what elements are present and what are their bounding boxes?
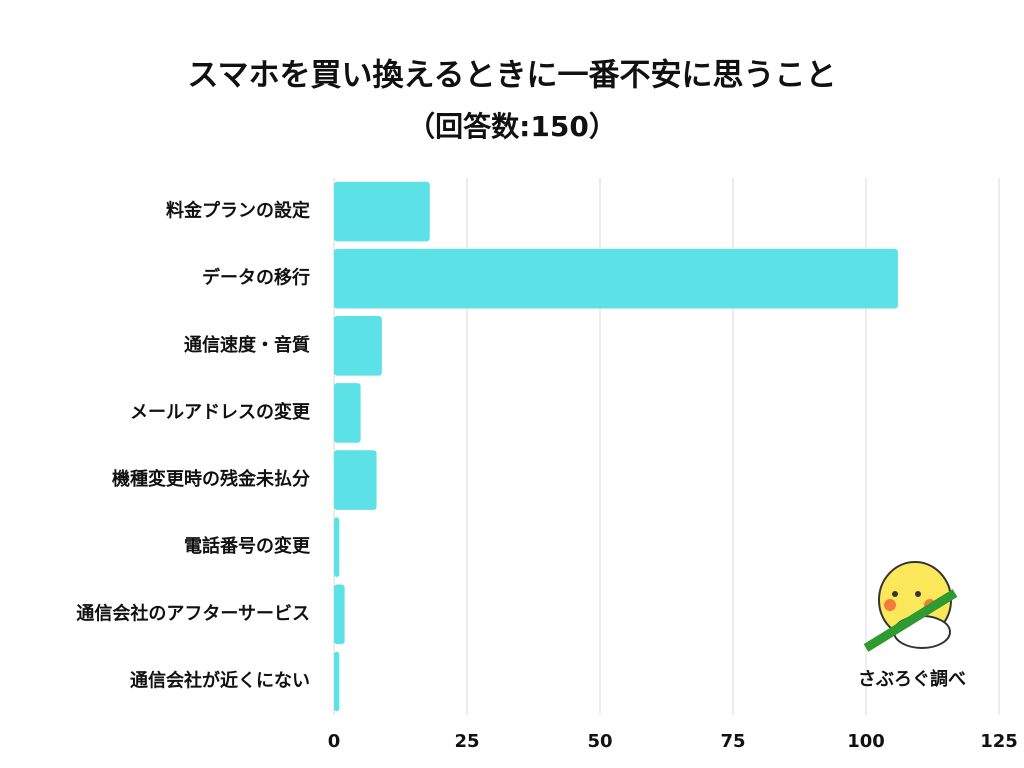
- bar: [334, 651, 340, 712]
- bar: [334, 450, 377, 510]
- mascot-pencil: [863, 589, 958, 652]
- x-tick-label: 50: [587, 731, 612, 752]
- x-tick-label: 125: [980, 731, 1018, 752]
- chart-title: スマホを買い換えるときに一番不安に思うこと: [187, 58, 836, 94]
- x-tick-label: 100: [847, 731, 885, 752]
- x-tick-label: 0: [328, 731, 341, 752]
- bars: 料金プランの設定データの移行通信速度・音質メールアドレスの変更機種変更時の残金未…: [76, 181, 898, 712]
- chart-subtitle: （回答数:150）: [407, 110, 617, 143]
- x-tick-label: 75: [720, 731, 745, 752]
- bar: [334, 517, 340, 578]
- y-tick-label: データの移行: [202, 267, 310, 289]
- mascot-eye: [892, 591, 898, 597]
- bar: [334, 315, 382, 376]
- y-tick-label: 機種変更時の残金未払分: [112, 468, 310, 490]
- bar: [334, 383, 361, 443]
- y-tick-label: 通信会社のアフターサービス: [76, 602, 310, 624]
- y-tick-label: 電話番号の変更: [184, 535, 311, 557]
- mascot-cheek: [884, 599, 896, 611]
- y-tick-label: 料金プランの設定: [166, 200, 310, 222]
- x-tick-label: 25: [454, 731, 479, 752]
- annotation: さぶろぐ調べ: [858, 668, 966, 690]
- mascot-eye: [915, 591, 921, 597]
- mascot: [863, 561, 958, 652]
- bar: [334, 248, 898, 309]
- bar: [334, 181, 430, 242]
- bar: [334, 584, 345, 645]
- y-tick-label: 通信速度・音質: [184, 334, 310, 356]
- y-tick-label: 通信会社が近くにない: [130, 669, 310, 691]
- y-tick-label: メールアドレスの変更: [130, 401, 311, 423]
